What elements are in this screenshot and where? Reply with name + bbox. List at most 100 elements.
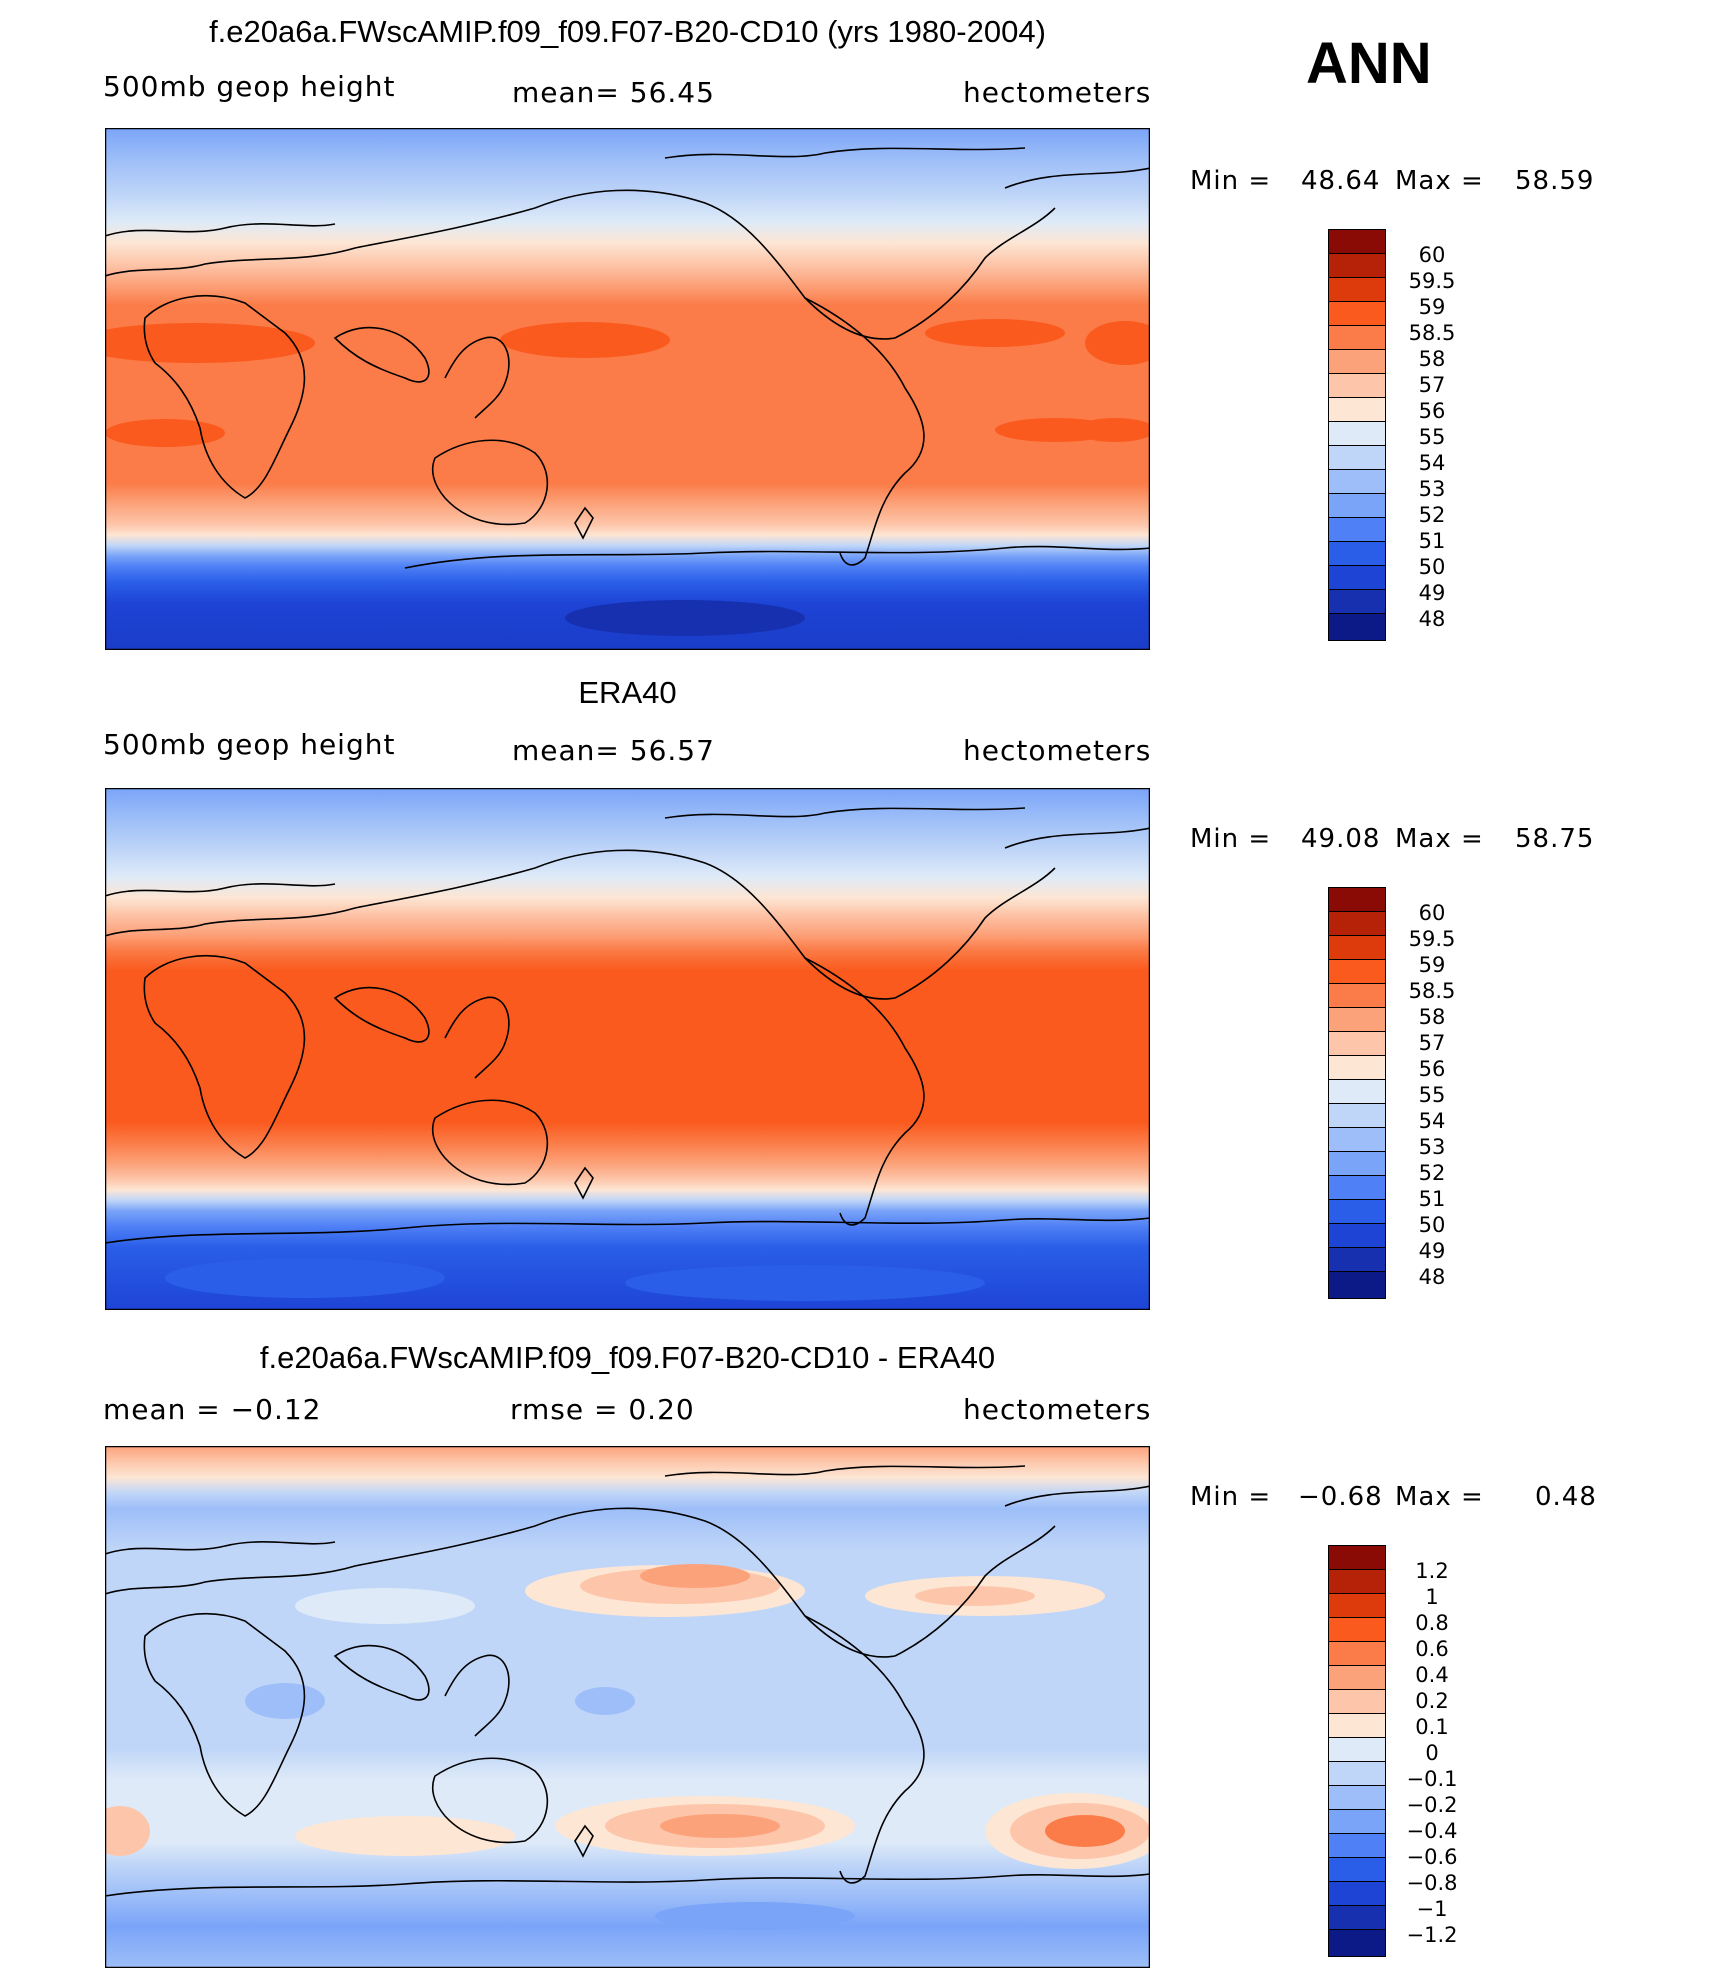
panel1-variable-label: 500mb geop height <box>103 70 396 103</box>
panel2-max-value: 58.75 <box>1515 824 1595 854</box>
cb-label: 55 <box>1418 1083 1446 1107</box>
panel2-title: ERA40 <box>578 675 677 710</box>
panel3-colorbar: 1.2 1 0.8 0.6 0.4 0.2 0.1 0 −0.1 −0.2 −0… <box>1328 1545 1458 1957</box>
cb-box <box>1328 565 1386 591</box>
cb-box <box>1328 1713 1386 1739</box>
panel1-mean-label: mean= 56.45 <box>512 76 715 109</box>
cb-box <box>1328 1079 1386 1105</box>
cb-box <box>1328 1641 1386 1667</box>
cb-box <box>1328 229 1386 255</box>
cb-label: −0.8 <box>1406 1871 1458 1895</box>
cb-box <box>1328 517 1386 543</box>
cb-box <box>1328 493 1386 519</box>
panel1-title: f.e20a6a.FWscAMIP.f09_f09.F07-B20-CD10 (… <box>209 14 1046 49</box>
season-label: ANN <box>1306 31 1432 96</box>
cb-box <box>1328 1737 1386 1763</box>
cb-box <box>1328 445 1386 471</box>
cb-box <box>1328 469 1386 495</box>
cb-label: 49 <box>1418 581 1446 605</box>
cb-label: 53 <box>1418 1135 1446 1159</box>
cb-label: 57 <box>1418 373 1446 397</box>
cb-label: 57 <box>1418 1031 1446 1055</box>
panel3-mean-label: mean = −0.12 <box>103 1393 322 1426</box>
cb-label: 58 <box>1418 1005 1446 1029</box>
panel3-max-label: Max = <box>1395 1482 1484 1512</box>
cb-box <box>1328 1905 1386 1931</box>
cb-box <box>1328 1665 1386 1691</box>
cb-box <box>1328 1569 1386 1595</box>
cb-box <box>1328 1055 1386 1081</box>
cb-label: 50 <box>1418 555 1446 579</box>
panel3-min-value: −0.68 <box>1298 1482 1383 1512</box>
panel2-map <box>105 788 1150 1310</box>
cb-box <box>1328 1857 1386 1883</box>
cb-box <box>1328 1761 1386 1787</box>
cb-box <box>1328 1809 1386 1835</box>
cb-label: 49 <box>1418 1239 1446 1263</box>
cb-label: −0.1 <box>1406 1767 1458 1791</box>
cb-label: −1.2 <box>1406 1923 1458 1947</box>
cb-label: 0.8 <box>1415 1611 1449 1635</box>
cb-box <box>1328 1785 1386 1811</box>
cb-box <box>1328 1271 1386 1299</box>
cb-label: 1.2 <box>1415 1559 1449 1583</box>
panel2-mean-label: mean= 56.57 <box>512 734 715 767</box>
cb-box <box>1328 983 1386 1009</box>
cb-box <box>1328 277 1386 303</box>
cb-box <box>1328 253 1386 279</box>
cb-label: 58.5 <box>1408 321 1456 345</box>
cb-box <box>1328 1247 1386 1273</box>
cb-box <box>1328 373 1386 399</box>
cb-label: 0.1 <box>1415 1715 1449 1739</box>
cb-box <box>1328 1127 1386 1153</box>
cb-label: 53 <box>1418 477 1446 501</box>
panel1-colorbar: 60 59.5 59 58.5 58 57 56 55 54 53 52 51 … <box>1328 229 1455 641</box>
cb-box <box>1328 1545 1386 1571</box>
panel3-rmse-label: rmse = 0.20 <box>510 1393 695 1426</box>
cb-box <box>1328 1929 1386 1957</box>
cb-label: 52 <box>1418 1161 1446 1185</box>
panel2-colorbar: 60 59.5 59 58.5 58 57 56 55 54 53 52 51 … <box>1328 887 1455 1299</box>
cb-box <box>1328 1103 1386 1129</box>
cb-label: 55 <box>1418 425 1446 449</box>
cb-label: 59.5 <box>1408 269 1456 293</box>
cb-box <box>1328 887 1386 913</box>
cb-box <box>1328 1031 1386 1057</box>
panel2-variable-label: 500mb geop height <box>103 728 396 761</box>
cb-box <box>1328 1881 1386 1907</box>
cb-box <box>1328 911 1386 937</box>
cb-label: 56 <box>1418 399 1446 423</box>
panel1-map <box>105 128 1150 650</box>
panel2-coastlines <box>105 807 1150 1244</box>
cb-label: 59.5 <box>1408 927 1456 951</box>
cb-box <box>1328 1593 1386 1619</box>
cb-box <box>1328 1007 1386 1033</box>
cb-label: 60 <box>1418 901 1446 925</box>
panel2-min-label: Min = <box>1190 824 1272 854</box>
panel2-min-value: 49.08 <box>1301 824 1381 854</box>
cb-box <box>1328 541 1386 567</box>
cb-label: 54 <box>1418 451 1446 475</box>
cb-label: 52 <box>1418 503 1446 527</box>
cb-label: 0.2 <box>1415 1689 1449 1713</box>
cb-label: −0.6 <box>1406 1845 1458 1869</box>
cb-label: 59 <box>1418 953 1446 977</box>
cb-box <box>1328 1199 1386 1225</box>
cb-box <box>1328 1617 1386 1643</box>
cb-label: 0.6 <box>1415 1637 1449 1661</box>
cb-label: 48 <box>1418 1265 1446 1289</box>
panel2-max-label: Max = <box>1395 824 1484 854</box>
cb-label: 59 <box>1418 295 1446 319</box>
cb-box <box>1328 301 1386 327</box>
cb-box <box>1328 1833 1386 1859</box>
cb-box <box>1328 613 1386 641</box>
panel3-title: f.e20a6a.FWscAMIP.f09_f09.F07-B20-CD10 -… <box>259 1340 996 1375</box>
cb-label: 58.5 <box>1408 979 1456 1003</box>
cb-box <box>1328 589 1386 615</box>
cb-label: −0.2 <box>1406 1793 1458 1817</box>
cb-box <box>1328 935 1386 961</box>
panel1-units-label: hectometers <box>963 76 1152 109</box>
panel3-coastlines <box>105 1465 1150 1897</box>
panel3-max-value: 0.48 <box>1535 1482 1597 1512</box>
cb-label: 1 <box>1425 1585 1439 1609</box>
